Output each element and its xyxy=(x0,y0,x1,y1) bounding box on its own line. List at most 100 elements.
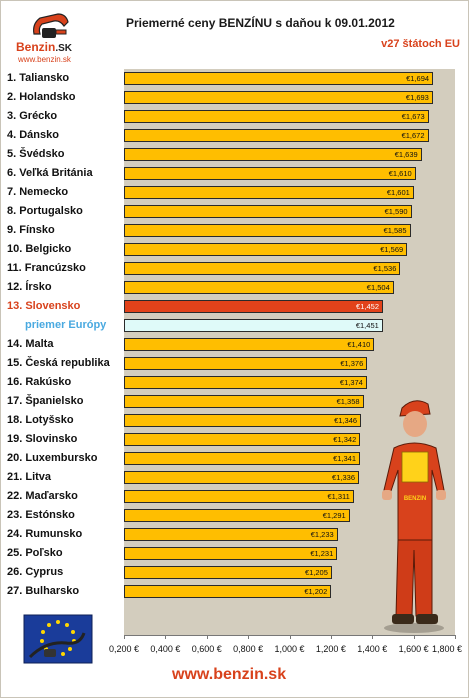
country-label: 23. Estónsko xyxy=(7,509,75,521)
bar-value-label: €1,672 xyxy=(401,131,425,140)
price-bar: €1,346 xyxy=(124,414,362,427)
x-tick-label: 0,200 € xyxy=(108,644,140,654)
price-bar: €1,639 xyxy=(124,148,422,161)
x-tick-mark xyxy=(330,635,332,639)
country-label: 21. Litva xyxy=(7,471,52,483)
bar-value-label: €1,341 xyxy=(333,454,357,463)
bar-value-label: €1,585 xyxy=(383,226,407,235)
price-bar: €1,311 xyxy=(124,490,354,503)
price-bar: €1,233 xyxy=(124,528,338,541)
country-label: 17. Španielsko xyxy=(7,395,84,407)
bar-value-label: €1,202 xyxy=(304,587,328,596)
country-label: 13. Slovensko xyxy=(7,300,81,312)
bar-value-label: €1,311 xyxy=(327,492,350,501)
x-tick-mark xyxy=(372,635,374,639)
bar-value-label: €1,639 xyxy=(394,150,418,159)
bar-value-label: €1,233 xyxy=(310,530,334,539)
country-label: 3. Grécko xyxy=(7,110,58,122)
price-bar: €1,336 xyxy=(124,471,359,484)
price-bar: €1,202 xyxy=(124,585,332,598)
price-bar: €1,590 xyxy=(124,205,412,218)
country-label: 24. Rumunsko xyxy=(7,528,83,540)
footer-url[interactable]: www.benzin.sk xyxy=(172,666,287,683)
country-label: 1. Taliansko xyxy=(7,72,70,84)
average-row-label: priemer Európy xyxy=(25,319,107,331)
x-tick-mark xyxy=(289,635,291,639)
price-bar: €1,374 xyxy=(124,376,367,389)
country-label: 18. Lotyšsko xyxy=(7,414,74,426)
price-bar: €1,693 xyxy=(124,91,433,104)
country-label: 7. Nemecko xyxy=(7,186,69,198)
country-label: 10. Belgicko xyxy=(7,243,72,255)
x-tick-label: 1,600 € xyxy=(398,644,429,654)
x-tick-mark xyxy=(124,635,125,639)
bar-value-label: €1,346 xyxy=(334,416,358,425)
bar-value-label: €1,694 xyxy=(406,74,430,83)
country-label: 5. Švédsko xyxy=(7,148,65,160)
average-bar: €1,451 xyxy=(124,319,383,332)
bar-value-label: €1,504 xyxy=(366,283,390,292)
logo-text: Benzin.SK xyxy=(16,40,73,54)
x-tick-label: 0,400 € xyxy=(150,644,181,654)
x-tick-mark xyxy=(413,635,415,639)
benzin-logo[interactable]: Benzin.SK www.benzin.sk xyxy=(12,10,92,68)
price-bar: €1,585 xyxy=(124,224,411,237)
country-label: 14. Malta xyxy=(7,338,54,350)
price-bar: €1,358 xyxy=(124,395,364,408)
country-label: 19. Slovinsko xyxy=(7,433,78,445)
bar-value-label: €1,410 xyxy=(347,340,371,349)
country-label: 27. Bulharsko xyxy=(7,585,80,597)
chart-subtitle: v27 štátoch EU xyxy=(381,38,460,50)
chart-title: Priemerné ceny BENZÍNU s daňou k 09.01.2… xyxy=(126,16,395,30)
bar-value-label: €1,452 xyxy=(356,302,379,311)
country-label: 25. Poľsko xyxy=(7,547,63,559)
price-bar: €1,504 xyxy=(124,281,394,294)
price-bar: €1,673 xyxy=(124,110,429,123)
x-tick-mark xyxy=(455,635,456,639)
country-label: 2. Holandsko xyxy=(7,91,76,103)
country-label: 16. Rakúsko xyxy=(7,376,72,388)
price-bar: €1,694 xyxy=(124,72,434,85)
bar-value-label: €1,374 xyxy=(339,378,363,387)
fuel-nozzle-icon xyxy=(33,13,69,38)
x-tick-label: 1,200 € xyxy=(315,644,346,654)
highlight-bar: €1,452 xyxy=(124,300,383,313)
bar-value-label: €1,610 xyxy=(388,169,412,178)
bar-value-label: €1,205 xyxy=(304,568,328,577)
bar-value-label: €1,336 xyxy=(332,473,355,482)
x-tick-mark xyxy=(248,635,250,639)
price-bar: €1,672 xyxy=(124,129,429,142)
bar-value-label: €1,358 xyxy=(336,397,360,406)
bar-value-label: €1,342 xyxy=(333,435,357,444)
price-bar: €1,601 xyxy=(124,186,414,199)
bar-value-label: €1,231 xyxy=(310,549,334,558)
bar-value-label: €1,673 xyxy=(401,112,425,121)
price-bar: €1,610 xyxy=(124,167,416,180)
bar-value-label: €1,291 xyxy=(322,511,346,520)
price-bar: €1,569 xyxy=(124,243,408,256)
country-label: 11. Francúzsko xyxy=(7,262,86,274)
country-label: 15. Česká republika xyxy=(7,357,110,369)
price-bar: €1,205 xyxy=(124,566,332,579)
price-bar: €1,231 xyxy=(124,547,338,560)
price-bar: €1,342 xyxy=(124,433,361,446)
price-bar: €1,291 xyxy=(124,509,350,522)
price-bar: €1,410 xyxy=(124,338,375,351)
x-tick-label: 0,600 € xyxy=(191,644,222,654)
mechanic-mascot-illustration: BENZIN xyxy=(382,400,446,633)
bar-value-label: €1,590 xyxy=(384,207,408,216)
eu-flag-fuel-illustration xyxy=(23,614,93,664)
svg-text:BENZIN: BENZIN xyxy=(404,496,426,502)
price-bar: €1,376 xyxy=(124,357,368,370)
x-tick-label: 0,800 € xyxy=(233,644,264,654)
bar-value-label: €1,693 xyxy=(405,93,429,102)
x-tick-mark xyxy=(165,635,167,639)
bar-value-label: €1,601 xyxy=(386,188,410,197)
bar-value-label: €1,376 xyxy=(340,359,364,368)
price-bar: €1,341 xyxy=(124,452,361,465)
country-label: 4. Dánsko xyxy=(7,129,59,141)
x-tick-label: 1,400 € xyxy=(357,644,388,654)
country-label: 22. Maďarsko xyxy=(7,490,78,502)
price-bar: €1,536 xyxy=(124,262,401,275)
bar-value-label: €1,569 xyxy=(380,245,404,254)
